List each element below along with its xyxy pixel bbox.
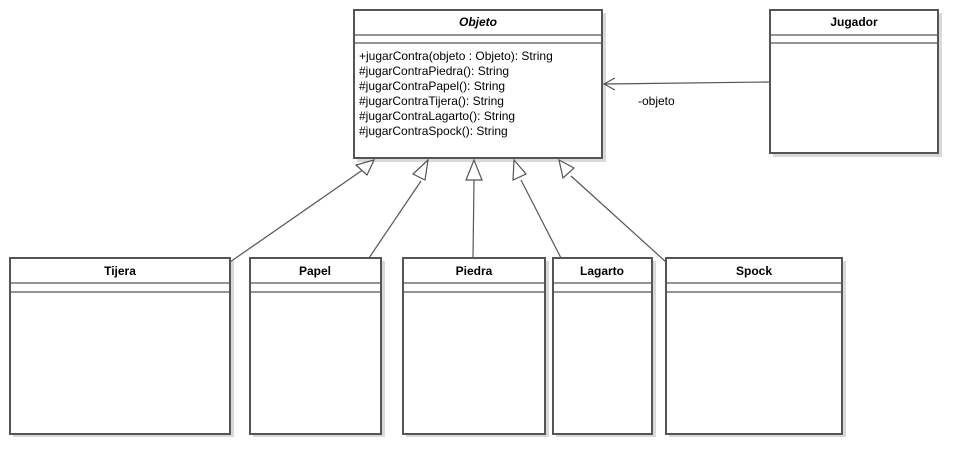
association-label: -objeto [638,94,675,108]
association-edge: -objeto [602,77,771,108]
inheritance-arrowhead [558,158,576,180]
class-name: Tijera [104,264,136,278]
edge-papel-objeto [368,180,422,259]
inheritance-arrowhead [512,158,527,181]
open-arrowhead [602,77,616,91]
edge-tijera-objeto [229,168,365,263]
method: #jugarContraSpock(): String [359,124,508,138]
class-papel[interactable]: Papel [249,257,382,435]
inheritance-arrowhead [465,158,483,181]
class-lagarto[interactable]: Lagarto [552,257,653,435]
method: #jugarContraPiedra(): String [359,64,509,78]
class-name: Papel [299,264,331,278]
method: #jugarContraPapel(): String [359,79,505,93]
method: #jugarContraTijera(): String [359,94,504,108]
class-name: Jugador [830,15,878,29]
edge-lagarto-objeto [520,179,562,259]
method: +jugarContra(objeto : Objeto): String [359,49,553,63]
class-name: Lagarto [580,264,624,278]
class-name: Spock [736,264,772,278]
inheritance-arrowhead [354,159,376,176]
class-name: Objeto [459,15,497,29]
class-objeto[interactable]: Objeto +jugarContra(objeto : Objeto): St… [353,9,603,159]
class-piedra[interactable]: Piedra [402,257,546,435]
method: #jugarContraLagarto(): String [359,109,515,123]
class-jugador[interactable]: Jugador [769,9,939,154]
inheritance-arrowhead [411,158,429,181]
class-name: Piedra [456,264,493,278]
class-tijera[interactable]: Tijera [9,257,231,435]
inheritance-edges [229,158,667,263]
edge-piedra-objeto [472,179,475,259]
edge-spock-objeto [570,175,667,263]
class-spock[interactable]: Spock [665,257,843,435]
